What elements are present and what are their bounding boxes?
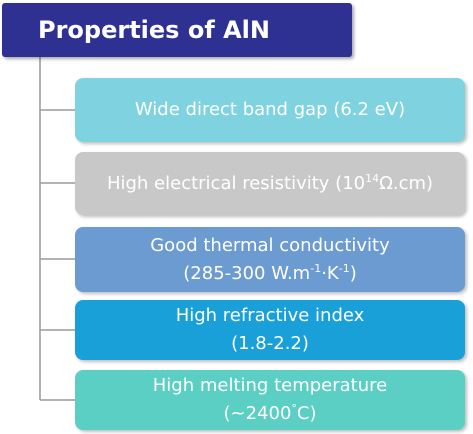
title: Properties of AlN bbox=[38, 16, 270, 44]
text: ·K bbox=[321, 262, 339, 284]
property-box: High electrical resistivity (1014Ω.cm) bbox=[75, 152, 465, 215]
property-box: High melting temperature (~2400°C) bbox=[75, 370, 465, 430]
line: High electrical resistivity (1014Ω.cm) bbox=[107, 170, 433, 198]
text: Good thermal conductivity bbox=[150, 234, 390, 256]
line: High refractive index bbox=[176, 302, 365, 330]
line: High melting temperature bbox=[153, 372, 387, 400]
property-box: High refractive index (1.8-2.2) bbox=[75, 300, 465, 360]
line: (~2400°C) bbox=[223, 400, 316, 428]
text: Wide direct band gap (6.2 eV) bbox=[134, 99, 406, 120]
property-box: Wide direct band gap (6.2 eV) bbox=[75, 78, 465, 142]
line: (285-300 W.m-1·K-1) bbox=[183, 260, 356, 288]
text: ) bbox=[349, 262, 357, 284]
text: (1.8-2.2) bbox=[231, 333, 309, 354]
superscript: 14 bbox=[365, 171, 380, 185]
line: Wide direct band gap (6.2 eV) bbox=[135, 96, 405, 124]
text: Ω.cm) bbox=[379, 172, 434, 194]
line: (1.8-2.2) bbox=[231, 330, 309, 358]
superscript: -1 bbox=[310, 261, 322, 275]
property-box: Good thermal conductivity (285-300 W.m-1… bbox=[75, 227, 465, 292]
superscript: ° bbox=[291, 402, 297, 415]
title-box: Properties of AlN bbox=[2, 3, 352, 57]
text: (~2400 bbox=[223, 403, 292, 424]
text: C) bbox=[296, 403, 317, 424]
text: (285-300 W.m bbox=[183, 262, 311, 284]
superscript: -1 bbox=[338, 261, 350, 275]
text: High melting temperature bbox=[152, 375, 388, 396]
line: Good thermal conductivity bbox=[150, 232, 390, 260]
text: High electrical resistivity (10 bbox=[106, 172, 366, 194]
text: High refractive index bbox=[175, 305, 365, 326]
